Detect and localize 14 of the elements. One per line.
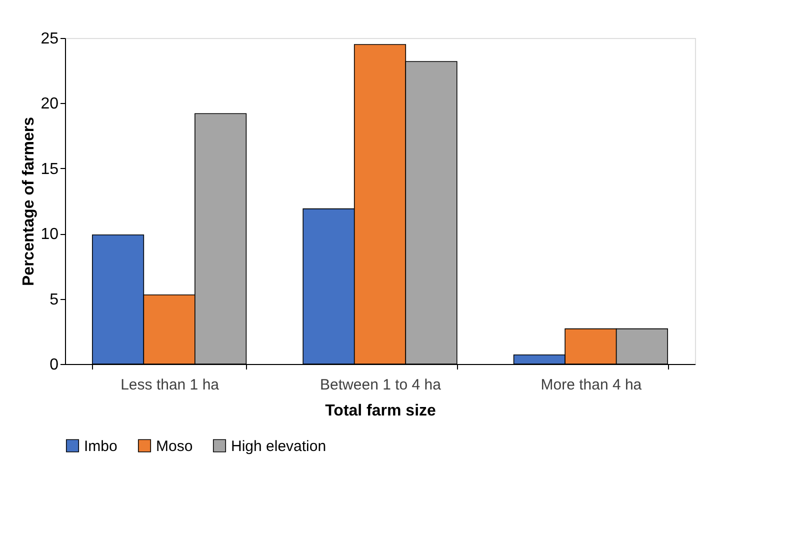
legend-label: Moso — [156, 438, 193, 455]
x-tick-label: More than 4 ha — [540, 376, 642, 394]
x-tick-label: Less than 1 ha — [120, 376, 220, 394]
y-axis-title: Percentage of farmers — [20, 116, 38, 286]
legend-label: High elevation — [231, 438, 326, 455]
y-tick-label: 25 — [40, 30, 59, 48]
x-axis-title: Total farm size — [325, 402, 436, 420]
y-tick-label: 10 — [40, 226, 59, 244]
x-tick-label: Between 1 to 4 ha — [320, 376, 442, 394]
y-tick-label: 5 — [50, 291, 59, 308]
y-tick-label: 20 — [40, 96, 59, 113]
legend-label: Imbo — [84, 438, 118, 455]
y-tick-label: 15 — [40, 160, 59, 178]
y-tick-label: 0 — [50, 356, 59, 374]
